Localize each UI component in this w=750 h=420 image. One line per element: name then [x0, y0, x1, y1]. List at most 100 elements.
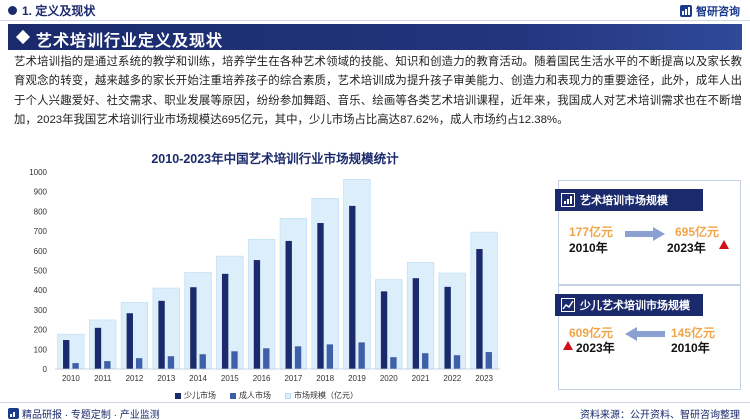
card-total-market: 艺术培训市场规模 177亿元 2010年 695亿元 2023年	[555, 180, 741, 285]
legend-label-total: 市场规模（亿元）	[294, 391, 358, 400]
y-tick-label: 1000	[29, 168, 47, 177]
bar-adult-2023	[485, 352, 492, 369]
increase-arrow-icon	[563, 341, 573, 350]
bar-adult-2018	[326, 344, 334, 369]
x-tick-label: 2011	[94, 374, 112, 383]
card-title: 少儿艺术培训市场规模	[580, 300, 690, 312]
x-tick-label: 2018	[316, 374, 334, 383]
y-tick-label: 200	[34, 326, 48, 335]
y-tick-label: 600	[34, 247, 48, 256]
legend-swatch-total	[285, 392, 291, 399]
bar-child-2021	[412, 278, 420, 369]
bar-child-2018	[317, 223, 324, 369]
y-tick-label: 400	[34, 286, 48, 295]
bar-total-2012	[120, 302, 149, 370]
bar-total-2020	[375, 279, 403, 370]
legend-item-adult: 成人市场	[230, 390, 271, 401]
footer-tagline-text: 精品研报 · 专题定制 · 产业监测	[22, 410, 160, 420]
bar-child-2013	[158, 300, 165, 369]
bar-child-2011	[94, 327, 102, 369]
card-from-value: 145亿元	[671, 326, 716, 340]
intro-paragraph: 艺术培训指的是通过系统的教学和训练，培养学生在各种艺术领域的技能、知识和创造力的…	[14, 56, 742, 127]
bar-child-2016	[253, 260, 261, 369]
bar-child-2015	[221, 273, 229, 369]
top-bar: 1. 定义及现状 智研咨询	[0, 0, 750, 22]
brand-logo-icon	[680, 5, 692, 17]
market-size-chart: 0 100 200 300 400 500 600 700 800 900 1000 2010 2011…	[29, 168, 500, 383]
chart-title: 2010-2023年中国艺术培训行业市场规模统计	[151, 152, 399, 166]
bar-child-2022	[444, 286, 451, 369]
y-tick-label: 900	[34, 188, 48, 197]
bar-adult-2016	[263, 348, 270, 369]
card-from-year: 2010年	[671, 341, 710, 355]
bar-adult-2021	[422, 353, 429, 369]
footer-tagline: 精品研报 · 专题定制 · 产业监测	[8, 406, 160, 420]
x-tick-label: 2019	[348, 374, 366, 383]
x-tick-label: 2014	[189, 374, 207, 383]
bar-child-2019	[349, 205, 356, 369]
bar-total-2017	[279, 217, 308, 370]
bar-adult-2015	[231, 351, 238, 369]
chart-legend: 少儿市场 成人市场 市场规模（亿元）	[175, 390, 358, 401]
y-tick-label: 800	[34, 207, 48, 216]
brand-mark-icon	[8, 408, 19, 419]
card-to-year: 2023年	[667, 241, 706, 255]
x-tick-label: 2012	[126, 374, 144, 383]
data-source: 资料来源：公开资料、智研咨询整理	[580, 410, 740, 420]
bar-child-2014	[190, 287, 197, 369]
bar-adult-2019	[358, 342, 365, 369]
card-to-year: 2023年	[576, 341, 615, 355]
brand-logo-text: 智研咨询	[696, 6, 740, 18]
bar-total-2018	[311, 198, 339, 370]
bar-total-2015	[216, 255, 244, 370]
bar-total-2010	[57, 333, 85, 370]
bar-total-2013	[152, 287, 180, 370]
card-child-market: 少儿艺术培训市场规模 609亿元 2023年 145亿元 2010年	[555, 285, 741, 390]
y-tick-label: 700	[34, 227, 48, 236]
bar-adult-2022	[453, 355, 461, 369]
card-from-year: 2010年	[569, 241, 608, 255]
x-tick-label: 2015	[221, 374, 239, 383]
bar-total-2019	[343, 178, 371, 370]
card-header: 艺术培训市场规模	[555, 189, 703, 211]
bar-total-2021	[406, 262, 435, 370]
bar-adult-2012	[135, 358, 143, 369]
bar-child-2020	[380, 291, 388, 369]
left-arrow-icon	[625, 327, 665, 341]
legend-swatch-adult	[230, 392, 236, 399]
bar-adult-2020	[390, 357, 397, 369]
bar-child-2012	[126, 313, 133, 369]
bar-child-2017	[285, 240, 292, 369]
bar-adult-2013	[167, 356, 175, 369]
x-tick-label: 2020	[380, 374, 398, 383]
y-tick-label: 500	[34, 267, 48, 276]
bar-adult-2017	[294, 346, 302, 369]
bar-total-2022	[438, 272, 466, 370]
bar-total-2011	[89, 319, 117, 370]
y-tick-label: 100	[34, 345, 48, 354]
line-chart-icon	[561, 298, 575, 312]
diamond-icon	[15, 29, 31, 45]
bar-adult-2014	[199, 354, 206, 369]
right-arrow-icon	[625, 227, 665, 241]
card-header: 少儿艺术培训市场规模	[555, 294, 703, 316]
footer-divider	[0, 402, 750, 403]
bar-child-2023	[476, 249, 483, 369]
y-tick-label: 300	[34, 306, 48, 315]
section-dot-icon	[8, 6, 17, 15]
card-to-value: 609亿元	[569, 326, 614, 340]
section-label: 1. 定义及现状	[22, 4, 96, 18]
bar-adult-2010	[72, 363, 79, 369]
bar-total-2016	[247, 239, 276, 370]
brand-logo: 智研咨询	[679, 3, 740, 19]
bar-child-2010	[63, 340, 70, 369]
increase-arrow-icon	[719, 240, 729, 249]
y-tick-label: 0	[43, 365, 48, 374]
card-title: 艺术培训市场规模	[580, 195, 668, 207]
bar-adult-2011	[104, 361, 111, 369]
title-banner: 艺术培训行业定义及现状	[8, 24, 742, 50]
bar-chart-icon	[561, 193, 575, 207]
x-tick-label: 2016	[253, 374, 271, 383]
bar-total-2014	[184, 272, 212, 370]
bar-total-2023	[470, 231, 498, 370]
